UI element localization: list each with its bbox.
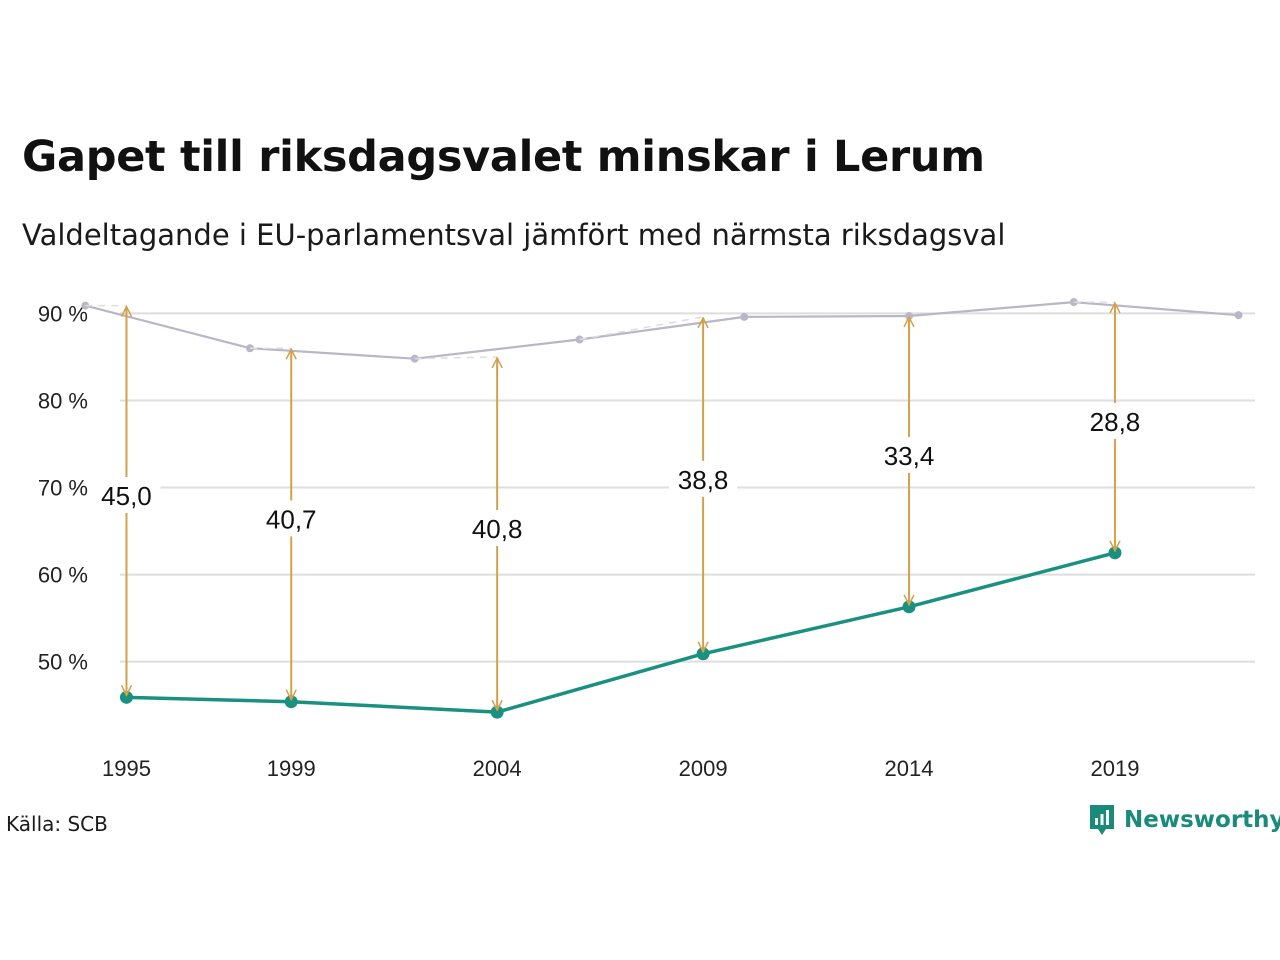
- riksdag-point: [740, 312, 749, 321]
- x-tick-label: 1999: [267, 756, 316, 781]
- gap-label-bg: [463, 510, 532, 547]
- gap-arrows: 45,0 40,7 40,8 38,8 33,4 28,8: [85, 301, 1149, 710]
- chart-subtitle: Valdeltagande i EU-parlamentsval jämfört…: [22, 218, 1006, 252]
- y-tick-label: 70 %: [38, 476, 88, 501]
- gap-connector: [579, 316, 704, 341]
- gap-label: 28,8: [1090, 407, 1141, 437]
- line-chart: 90 % 80 % 70 % 60 % 50 % 1995 1999 2004 2009 201…: [38, 298, 1255, 781]
- gap-label-bg: [669, 460, 738, 497]
- gap-connector: [414, 356, 498, 360]
- gap-label-bg: [1080, 402, 1149, 439]
- x-tick-label: 2019: [1090, 756, 1139, 781]
- x-tick-label: 2004: [473, 756, 522, 781]
- brand-logo: Newsworthy: [1088, 803, 1280, 837]
- x-tick-label: 2014: [885, 756, 934, 781]
- y-tick-label: 60 %: [38, 563, 88, 588]
- brand-name: Newsworthy: [1124, 807, 1280, 833]
- gap-label: 38,8: [678, 465, 729, 495]
- y-tick-label: 90 %: [38, 301, 88, 326]
- y-axis-ticks: 90 % 80 % 70 % 60 % 50 %: [38, 301, 88, 674]
- riksdag-point: [1234, 311, 1243, 320]
- gap-label-bg: [257, 500, 326, 537]
- series: [81, 298, 1243, 719]
- gap-label: 40,7: [266, 504, 317, 534]
- newsworthy-logo-icon: [1090, 805, 1114, 835]
- gap-label: 40,8: [472, 514, 523, 544]
- x-tick-label: 2009: [679, 756, 728, 781]
- gap-label-bg: [92, 476, 161, 513]
- source-note: Källa: SCB: [6, 812, 108, 836]
- x-axis-ticks: 1995 1999 2004 2009 2014 2019: [102, 756, 1139, 781]
- gap-label: 45,0: [101, 481, 152, 511]
- eu-line: [126, 551, 1116, 714]
- y-tick-label: 50 %: [38, 650, 88, 675]
- riksdag-line: [85, 301, 1239, 360]
- chart-title: Gapet till riksdagsvalet minskar i Lerum: [22, 132, 985, 182]
- gap-label-bg: [875, 436, 944, 473]
- y-tick-label: 80 %: [38, 388, 88, 413]
- x-tick-label: 1995: [102, 756, 151, 781]
- gap-label: 33,4: [884, 441, 935, 471]
